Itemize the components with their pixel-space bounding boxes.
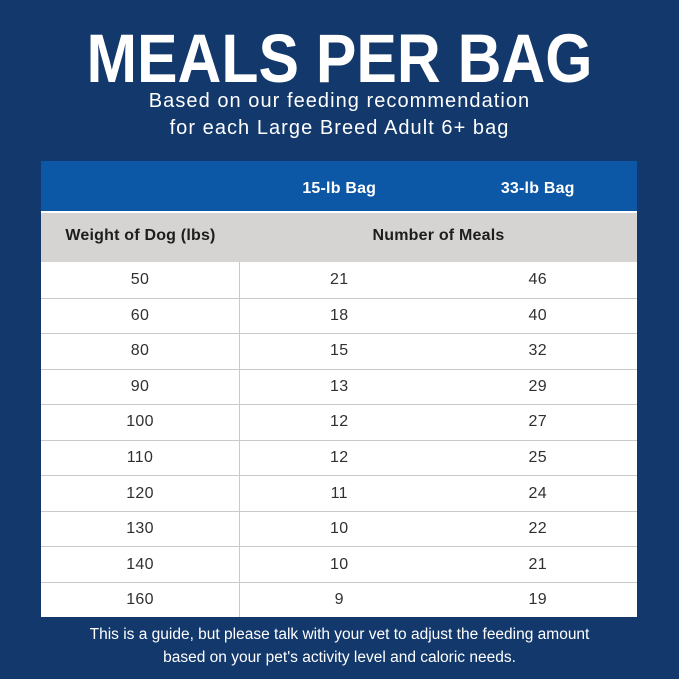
bag-header-33lb: 33-lb Bag <box>500 180 575 197</box>
weight-cell: 130 <box>41 511 240 547</box>
weight-column-header: Weight of Dog (lbs) <box>65 226 216 244</box>
weight-cell: 90 <box>41 369 240 405</box>
weight-cell: 60 <box>41 298 240 334</box>
weight-cell: 100 <box>41 405 240 440</box>
table-row: 50 21 46 <box>41 262 637 298</box>
weight-cell: 110 <box>41 440 240 476</box>
weight-cell: 140 <box>41 547 240 582</box>
table-row: 160 9 19 <box>41 581 637 618</box>
meals-15lb-cell: 9 <box>334 591 344 609</box>
table-row: 100 12 27 <box>41 404 637 440</box>
meals-15lb-cell: 11 <box>330 484 348 502</box>
bag-header-spacer <box>41 164 240 214</box>
meals-15lb-cell: 21 <box>330 270 349 288</box>
table-row: 130 10 22 <box>41 510 637 547</box>
meals-33lb-cell: 25 <box>528 449 547 466</box>
meals-33lb-cell: 22 <box>528 520 547 538</box>
meals-per-bag-table: 15-lb Bag 33-lb Bag Weight of Dog (lbs) … <box>41 161 637 618</box>
meals-15lb-cell: 13 <box>330 377 349 395</box>
table-row: 80 15 32 <box>41 333 637 369</box>
meals-33lb-cell: 29 <box>528 377 547 395</box>
bag-header-15lb: 15-lb Bag <box>302 180 377 197</box>
meals-15lb-cell: 10 <box>330 555 349 573</box>
meals-15lb-cell: 10 <box>330 520 349 538</box>
weight-cell: 50 <box>41 262 240 298</box>
footer-note-line-2: based on your pet's activity level and c… <box>163 649 516 666</box>
meals-33lb-cell: 46 <box>528 270 547 288</box>
weight-cell: 160 <box>41 582 240 618</box>
table-row: 60 18 40 <box>41 297 637 334</box>
table-row: 110 12 25 <box>41 439 637 476</box>
table-row: 140 10 21 <box>41 546 637 582</box>
meals-33lb-cell: 40 <box>528 306 547 324</box>
weight-cell: 120 <box>41 476 240 511</box>
meals-15lb-cell: 12 <box>330 413 349 431</box>
meals-33lb-cell: 19 <box>528 591 547 609</box>
meals-column-header: Number of Meals <box>372 226 505 244</box>
page-title: MEALS PER BAG <box>86 20 593 97</box>
table-row: 90 13 29 <box>41 368 637 405</box>
table-header-bags: 15-lb Bag 33-lb Bag <box>41 161 637 213</box>
meals-33lb-cell: 27 <box>528 413 547 431</box>
meals-15lb-cell: 12 <box>330 449 349 466</box>
subtitle-line-1: Based on our feeding recommendation <box>148 90 531 112</box>
subtitle-line-2: for each Large Breed Adult 6+ bag <box>169 117 510 139</box>
meals-33lb-cell: 32 <box>528 342 547 360</box>
table-header-labels: Weight of Dog (lbs) Number of Meals <box>41 213 637 262</box>
table-row: 120 11 24 <box>41 475 637 511</box>
meals-15lb-cell: 15 <box>330 342 349 360</box>
meals-15lb-cell: 18 <box>330 306 349 324</box>
table-body: 50 21 46 60 18 40 80 15 32 90 13 29 100 12 27 110 12 25 12… <box>41 262 637 618</box>
footer-note-line-1: This is a guide, but please talk with yo… <box>89 626 590 643</box>
weight-cell: 80 <box>41 334 240 369</box>
meals-33lb-cell: 24 <box>528 484 547 502</box>
meals-33lb-cell: 21 <box>528 555 547 573</box>
